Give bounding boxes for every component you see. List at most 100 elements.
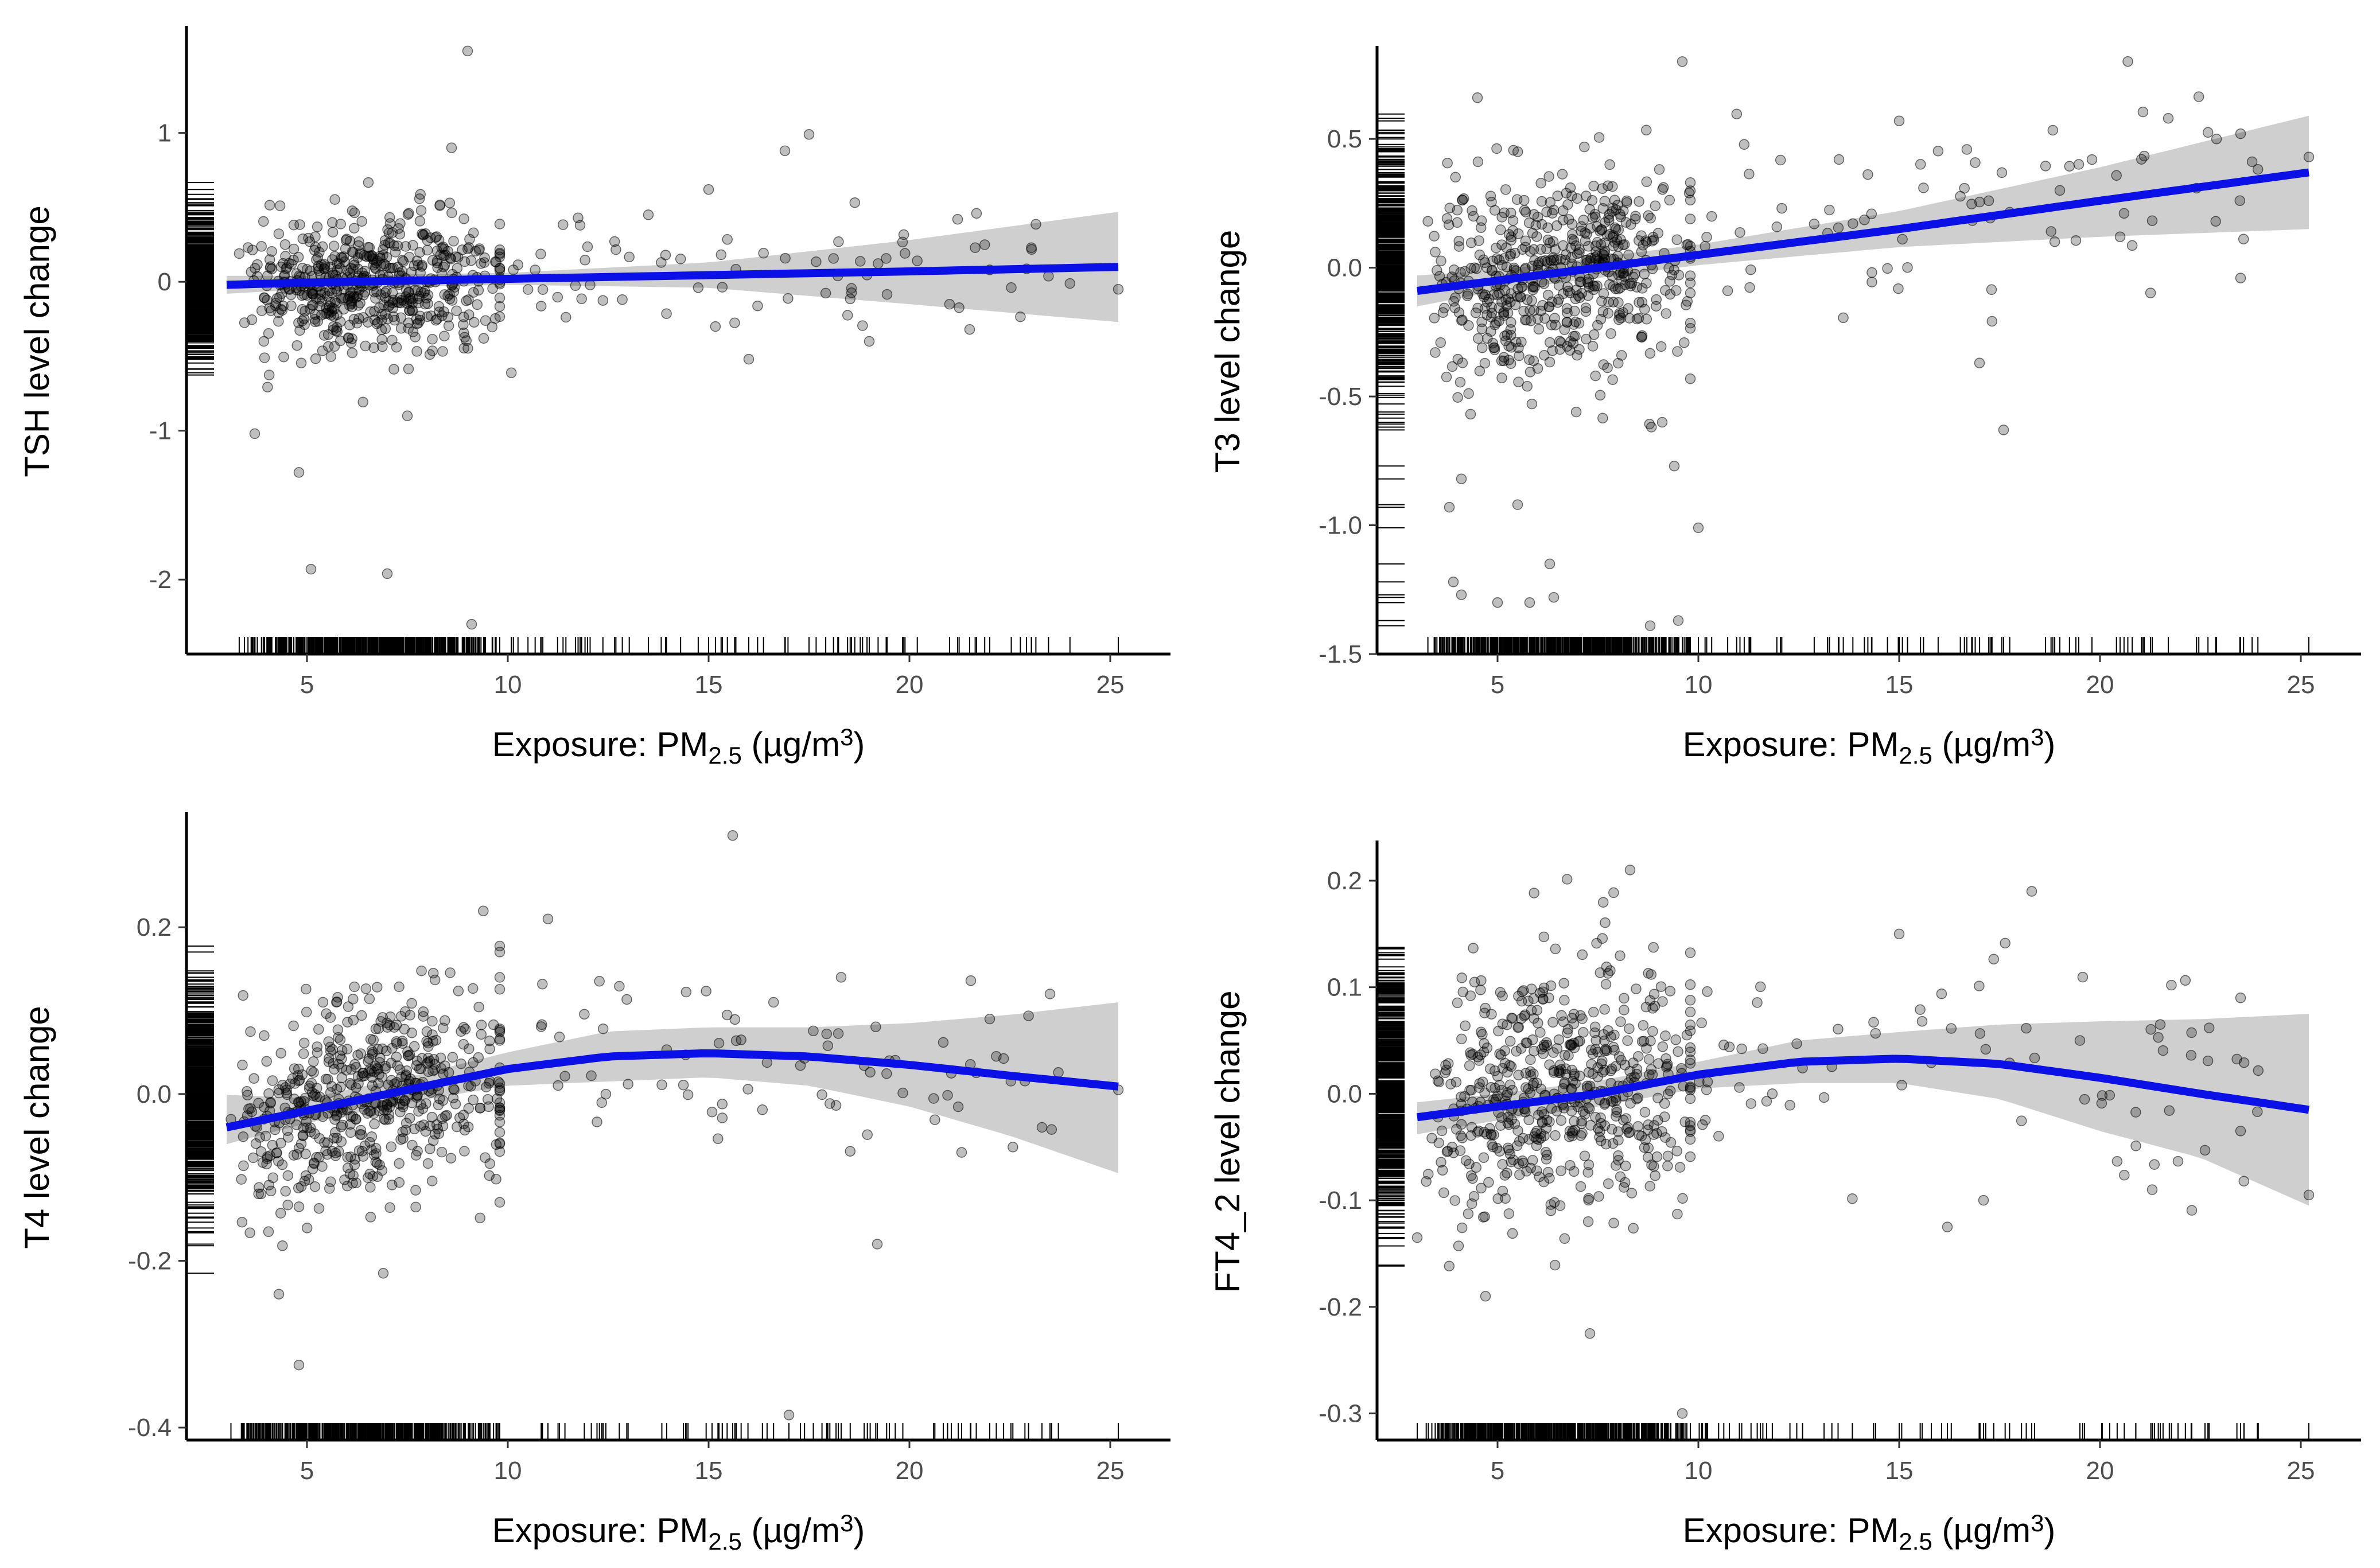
data-point: [1570, 240, 1581, 251]
data-point: [2238, 234, 2249, 244]
data-point: [1523, 217, 1535, 228]
data-point: [422, 1158, 434, 1169]
data-point: [1605, 328, 1616, 339]
data-point: [1744, 282, 1755, 293]
data-point: [247, 244, 258, 255]
data-point: [1030, 219, 1041, 230]
data-point: [623, 1079, 633, 1090]
y-tick-label: 0.5: [1327, 125, 1362, 153]
data-point: [1673, 270, 1685, 281]
data-point: [678, 1079, 689, 1091]
data-point: [1560, 249, 1572, 260]
data-point: [1006, 282, 1017, 293]
data-point: [443, 320, 454, 332]
data-point: [368, 342, 379, 353]
data-point: [253, 1098, 264, 1108]
data-point: [494, 293, 505, 304]
data-point: [675, 254, 686, 264]
data-point: [480, 315, 491, 326]
data-point: [1650, 200, 1661, 211]
data-point: [364, 242, 375, 253]
data-point: [1685, 213, 1696, 224]
x-axis-title-prefix: Exposure: PM: [1683, 725, 1899, 764]
data-point: [1496, 239, 1507, 250]
data-point: [335, 335, 346, 347]
data-point: [1673, 615, 1684, 626]
data-point: [414, 216, 426, 227]
data-point: [1457, 357, 1468, 368]
data-point: [475, 1212, 485, 1224]
data-point: [335, 1034, 346, 1045]
data-point: [347, 333, 357, 344]
data-point: [375, 289, 386, 300]
data-point: [693, 282, 704, 293]
data-point: [378, 1268, 389, 1279]
data-point: [1456, 315, 1467, 326]
data-point: [444, 289, 455, 299]
data-point: [370, 262, 381, 273]
data-point: [1422, 216, 1433, 227]
data-point: [1465, 408, 1476, 420]
data-point: [1685, 240, 1696, 252]
data-point: [448, 1092, 459, 1104]
data-point: [783, 1410, 795, 1421]
data-point: [736, 1034, 746, 1045]
data-point: [512, 259, 524, 270]
data-point: [780, 252, 791, 264]
data-point: [1655, 341, 1667, 352]
data-point: [484, 1158, 496, 1169]
data-point: [436, 1146, 448, 1158]
data-point: [1430, 247, 1441, 258]
data-point: [2047, 124, 2059, 136]
data-point: [258, 216, 269, 227]
data-point: [1685, 373, 1696, 384]
data-point: [275, 1048, 286, 1059]
data-point: [1459, 266, 1471, 277]
data-point: [660, 250, 671, 260]
data-point: [1775, 154, 1786, 166]
data-point: [426, 1176, 438, 1186]
data-point: [434, 199, 445, 211]
data-point: [1616, 275, 1627, 286]
data-point: [295, 357, 307, 368]
data-point: [984, 1013, 995, 1025]
data-point: [1496, 372, 1507, 384]
data-point: [1026, 244, 1037, 255]
data-point: [930, 1114, 940, 1125]
data-point: [1541, 243, 1552, 255]
data-point: [542, 913, 554, 924]
data-point: [1507, 225, 1518, 236]
data-point: [1527, 282, 1538, 293]
data-point: [265, 305, 277, 316]
data-point: [265, 262, 276, 274]
data-point: [345, 1127, 356, 1138]
data-point: [865, 1067, 876, 1078]
data-point: [900, 248, 911, 259]
data-point: [1436, 255, 1446, 267]
data-point: [1833, 222, 1844, 234]
data-point: [344, 236, 356, 247]
data-point: [380, 1114, 391, 1126]
data-point: [2137, 106, 2149, 118]
data-point: [1612, 200, 1623, 211]
data-point: [1599, 250, 1609, 261]
data-point: [1471, 263, 1482, 274]
data-point: [336, 1045, 348, 1056]
data-point: [277, 305, 288, 316]
data-point: [2049, 236, 2060, 247]
data-point: [1574, 244, 1585, 255]
data-point: [279, 239, 291, 250]
data-point: [456, 1058, 466, 1069]
data-point: [1491, 143, 1502, 154]
data-point: [1566, 190, 1577, 201]
data-point: [342, 1162, 353, 1174]
x-tick-label: 20: [896, 671, 924, 699]
data-point: [431, 258, 442, 269]
data-point: [483, 1077, 495, 1089]
data-point: [1974, 196, 1985, 208]
data-point: [331, 997, 342, 1008]
data-point: [330, 1147, 341, 1158]
data-point: [348, 257, 359, 268]
x-axis-title-unit: (µg/m: [1932, 725, 2031, 764]
data-point: [311, 1152, 322, 1163]
